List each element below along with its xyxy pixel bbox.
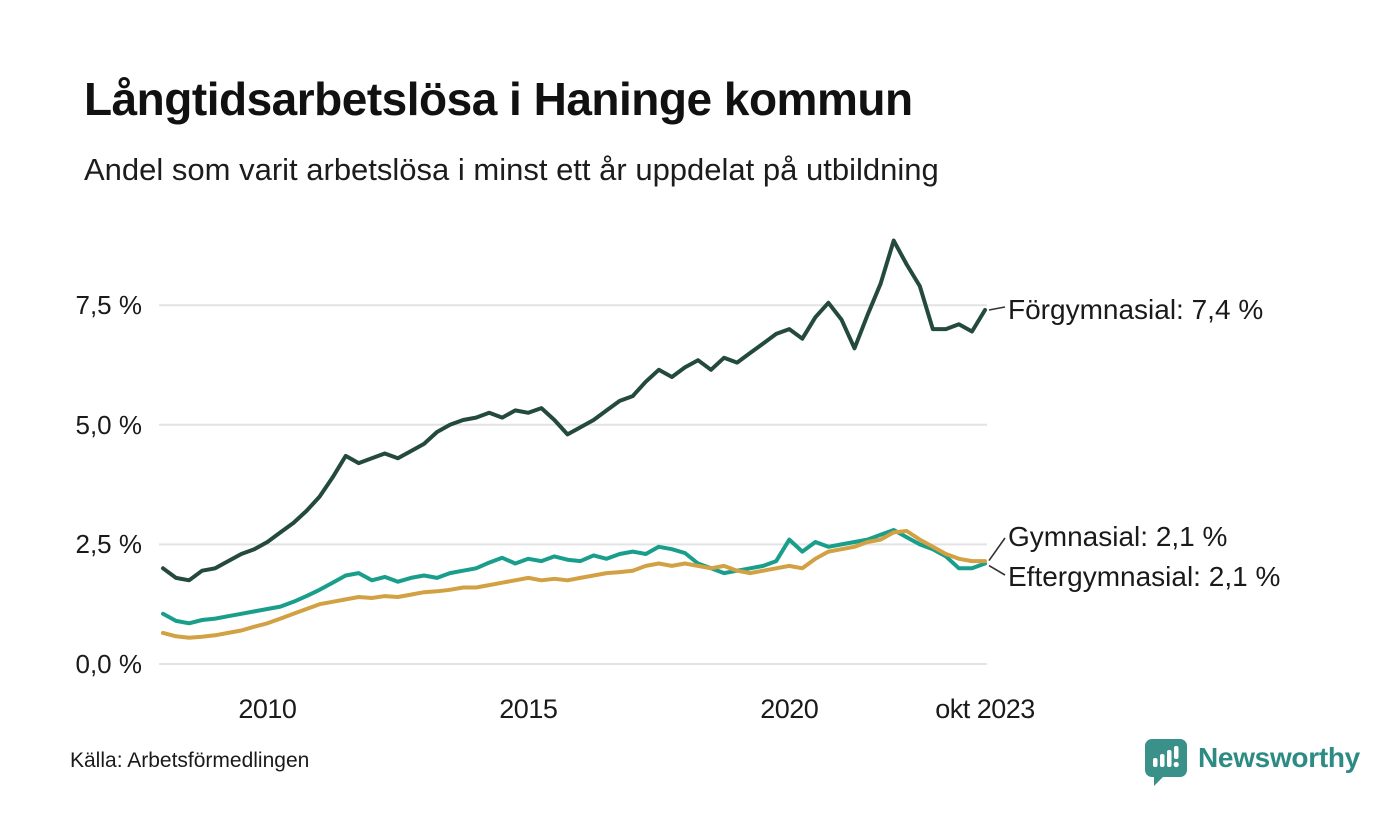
x-axis-tick-label: okt 2023: [935, 694, 1035, 724]
series-end-label-gymnasial: Gymnasial: 2,1 %: [1008, 521, 1228, 552]
chart-subtitle: Andel som varit arbetslösa i minst ett å…: [84, 152, 939, 187]
x-axis-tick-label: 2010: [238, 694, 297, 724]
y-axis-tick-label: 5,0 %: [75, 409, 143, 440]
y-axis-tick-label: 2,5 %: [75, 529, 143, 560]
y-axis-tick-label: 7,5 %: [75, 290, 143, 321]
connector-eftergymnasial: [988, 564, 1006, 576]
line-series-eftergymnasial: [161, 529, 987, 640]
newsworthy-speech-bubble-icon: [1145, 739, 1187, 786]
newsworthy-logo: Newsworthy: [1143, 737, 1360, 787]
y-axis-tick-label: 0,0 %: [75, 649, 143, 679]
line-series-gymnasial: [161, 528, 987, 626]
connector-gymnasial: [988, 537, 1006, 561]
source-credit: Källa: Arbetsförmedlingen: [70, 749, 310, 772]
x-axis-tick-label: 2020: [760, 694, 819, 724]
line-series-förgymnasial: [161, 238, 987, 583]
series-end-label-forgymnasial: Förgymnasial: 7,4 %: [1008, 294, 1264, 325]
series-end-label-eftergymnasial: Eftergymnasial: 2,1 %: [1008, 561, 1281, 592]
connector-forgymnasial: [988, 306, 1006, 311]
x-axis-tick-label: 2015: [499, 694, 558, 724]
newsworthy-wordmark: Newsworthy: [1198, 742, 1360, 773]
chart-title: Långtidsarbetslösa i Haninge kommun: [84, 73, 913, 125]
